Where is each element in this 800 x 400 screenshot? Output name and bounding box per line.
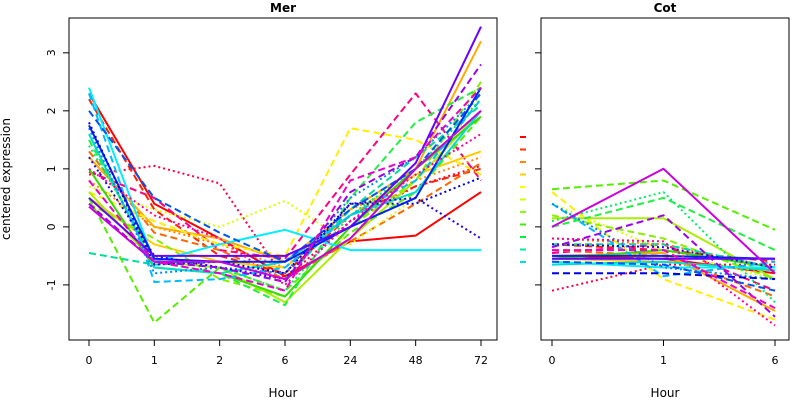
x-tick-label: 1	[660, 354, 667, 367]
panel-cot: Cot Hour 0 1 6	[535, 1, 790, 400]
y-tick-label: 0	[45, 223, 58, 230]
x-tick-label: 0	[549, 354, 556, 367]
x-tick-label: 48	[409, 354, 423, 367]
series-lines-cot	[551, 167, 776, 327]
x-axis-label-mer: Hour	[269, 386, 298, 400]
series-line	[88, 133, 482, 286]
series-line	[551, 191, 776, 321]
series-line	[88, 93, 482, 283]
series-line	[88, 92, 482, 278]
x-tick-label: 1	[151, 354, 158, 367]
series-line	[551, 214, 776, 318]
x-tick-label: 72	[474, 354, 488, 367]
chart-title-cot: Cot	[654, 1, 677, 15]
series-line	[551, 167, 776, 275]
plot-frame-cot	[540, 17, 790, 341]
y-tick-label: 3	[45, 49, 58, 56]
series-line	[551, 202, 776, 278]
legend-swatches	[520, 136, 526, 263]
axis-ticks-cot: 0 1 6	[535, 52, 779, 367]
series-line	[88, 26, 482, 257]
series-lines-mer	[88, 26, 482, 324]
series-line	[551, 196, 776, 252]
x-tick-label: 6	[282, 354, 289, 367]
series-line	[88, 92, 482, 260]
series-line	[551, 243, 776, 269]
chart-title-mer: Mer	[270, 1, 296, 15]
series-line	[88, 127, 482, 257]
series-line	[88, 92, 482, 275]
x-tick-label: 2	[216, 354, 223, 367]
y-axis-label: centered expression	[0, 118, 13, 240]
series-line	[552, 249, 776, 309]
series-line	[88, 86, 482, 292]
series-line	[88, 121, 482, 275]
x-tick-label: 24	[343, 354, 357, 367]
series-line	[551, 191, 776, 304]
y-tick-label: 1	[45, 165, 58, 172]
x-axis-label-cot: Hour	[651, 386, 680, 400]
series-line	[551, 179, 776, 231]
series-line	[551, 237, 776, 327]
panel-mer: Mer Hour centered expression 0 1 2 6 24 48 72 -…	[0, 1, 498, 400]
x-tick-label: 6	[772, 354, 779, 367]
y-tick-label: 2	[45, 107, 58, 114]
x-tick-label: 0	[86, 354, 93, 367]
axis-ticks-mer: 0 1 2 6 24 48 72 -1 0 1 2 3	[45, 49, 488, 367]
series-line	[552, 272, 776, 281]
series-line	[88, 150, 482, 281]
y-tick-label: -1	[45, 279, 58, 290]
series-line	[551, 214, 776, 281]
plot-frame-mer	[68, 17, 498, 341]
